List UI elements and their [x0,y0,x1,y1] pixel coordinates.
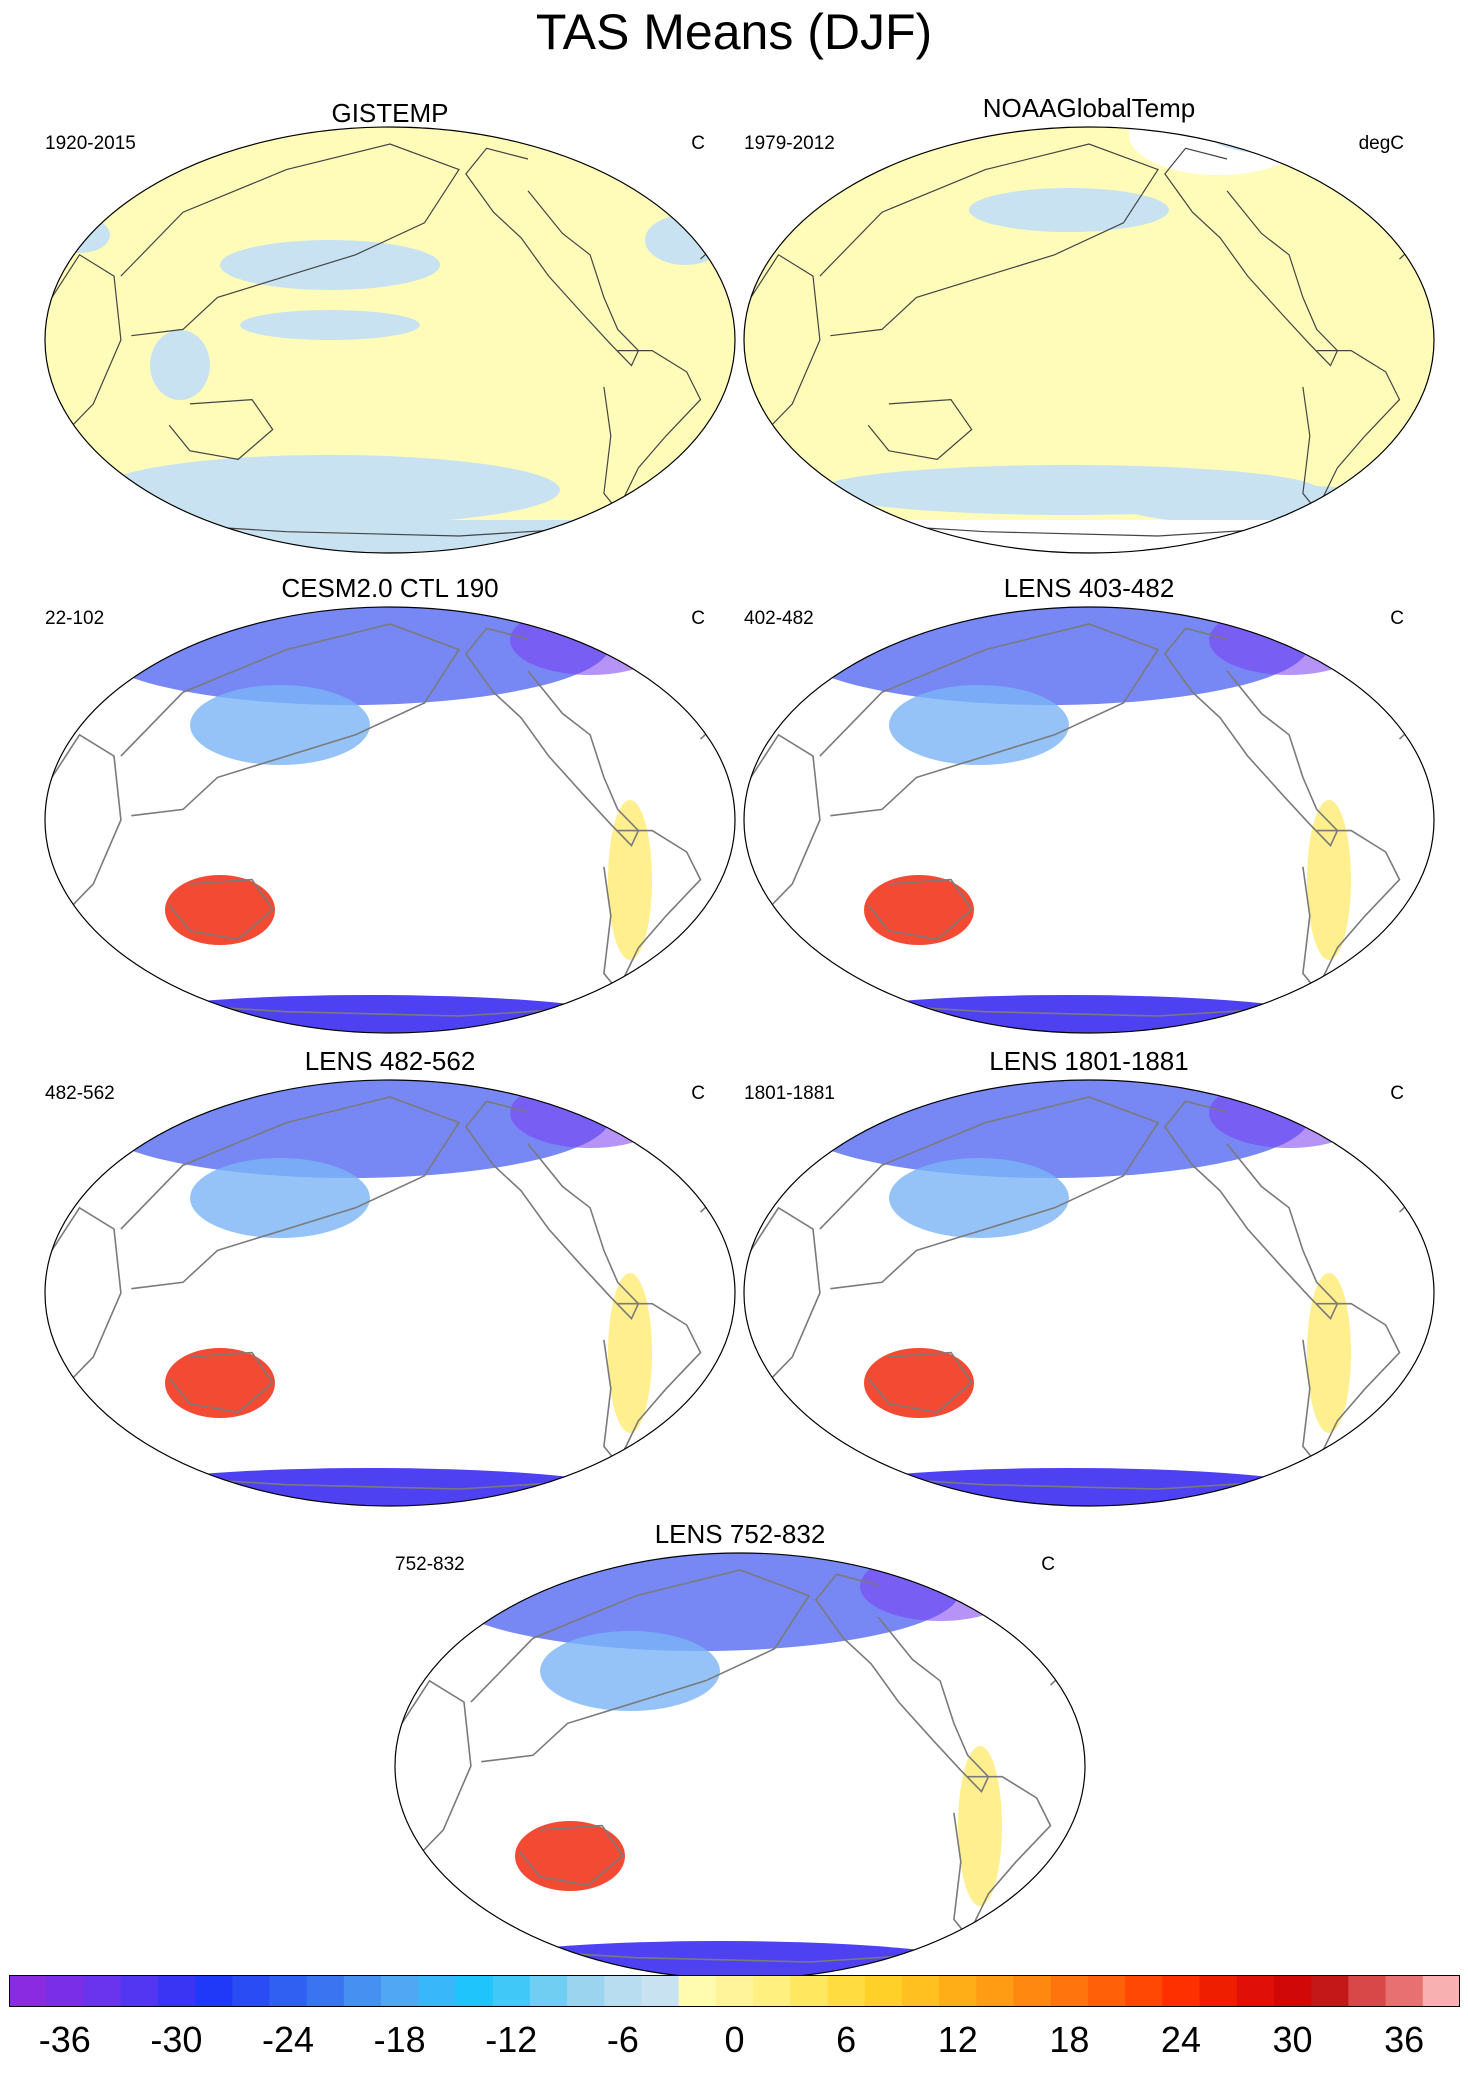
colorbar-swatch [1236,1975,1275,2007]
colorbar-swatch [455,1975,494,2007]
figure-title: TAS Means (DJF) [535,4,933,60]
panel-period: 1979-2012 [744,133,835,154]
colorbar-swatch [567,1975,605,2007]
panel-title: LENS 482-562 [304,1046,476,1076]
colorbar-swatch [120,1975,159,2007]
panel-units: C [1390,608,1404,629]
colorbar-swatch [901,1975,940,2007]
panel-title: LENS 403-482 [1003,573,1175,603]
colorbar-swatch [790,1975,829,2007]
colorbar-swatch [1273,1975,1312,2007]
colorbar [9,1975,1461,2007]
colorbar-tick-label: 18 [1049,2019,1090,2060]
panel-units: C [691,1083,705,1104]
colorbar-swatch [1087,1975,1126,2007]
colorbar-swatch [1199,1975,1238,2007]
colorbar-swatch [157,1975,196,2007]
colorbar-tick-label: -24 [262,2019,315,2060]
colorbar-tick-label: 36 [1384,2019,1425,2060]
colorbar-tick-label: 6 [836,2019,857,2060]
colorbar-swatch [1162,1975,1201,2007]
colorbar-swatch [1125,1975,1163,2007]
colorbar-swatch [343,1975,382,2007]
colorbar-swatch [641,1975,680,2007]
colorbar-tick-label: -36 [38,2019,91,2060]
panel-title: LENS 1801-1881 [989,1046,1189,1076]
colorbar-swatch [678,1975,717,2007]
colorbar-swatch [381,1975,419,2007]
colorbar-tick-label: 0 [724,2019,745,2060]
panel-period: 1801-1881 [744,1083,835,1104]
panel-units: C [691,133,705,154]
colorbar-swatch [83,1975,122,2007]
colorbar-swatch [715,1975,754,2007]
colorbar-swatch [529,1975,568,2007]
colorbar-tick-label: 12 [937,2019,978,2060]
panel-period: 752-832 [395,1554,465,1575]
colorbar-swatch [976,1975,1015,2007]
colorbar-swatch [232,1975,270,2007]
panel-period: 482-562 [45,1083,115,1104]
colorbar-swatch [269,1975,308,2007]
colorbar-swatch [46,1975,84,2007]
panel-title: NOAAGlobalTemp [982,93,1196,123]
panel-title: CESM2.0 CTL 190 [281,573,499,603]
colorbar-swatch [604,1975,642,2007]
colorbar-tick-label: -18 [373,2019,426,2060]
colorbar-swatch [1385,1975,1424,2007]
colorbar-swatch [9,1975,47,2007]
panel-period: 1920-2015 [45,133,136,154]
panel-period: 402-482 [744,608,814,629]
colorbar-swatch [864,1975,903,2007]
colorbar-tick-label: -30 [150,2019,203,2060]
panel-title: GISTEMP [331,98,449,128]
colorbar-swatch [1050,1975,1089,2007]
colorbar-swatch [418,1975,456,2007]
colorbar-swatch [1348,1975,1387,2007]
panel-units: C [1390,1083,1404,1104]
colorbar-tick-label: 30 [1272,2019,1313,2060]
colorbar-swatch [306,1975,345,2007]
colorbar-swatch [827,1975,866,2007]
colorbar-swatch [1422,1975,1461,2007]
panel-period: 22-102 [45,608,105,629]
panel-units: C [1041,1554,1055,1575]
colorbar-swatch [939,1975,977,2007]
colorbar-swatch [753,1975,791,2007]
colorbar-tick-label: -12 [485,2019,538,2060]
panel-units: degC [1358,133,1404,154]
colorbar-swatch [1013,1975,1052,2007]
colorbar-tick-label: -6 [606,2019,639,2060]
colorbar-swatch [195,1975,233,2007]
colorbar-tick-label: 24 [1160,2019,1201,2060]
panel-units: C [691,608,705,629]
colorbar-swatch [1311,1975,1349,2007]
panel-title: LENS 752-832 [654,1519,826,1549]
colorbar-swatch [492,1975,531,2007]
